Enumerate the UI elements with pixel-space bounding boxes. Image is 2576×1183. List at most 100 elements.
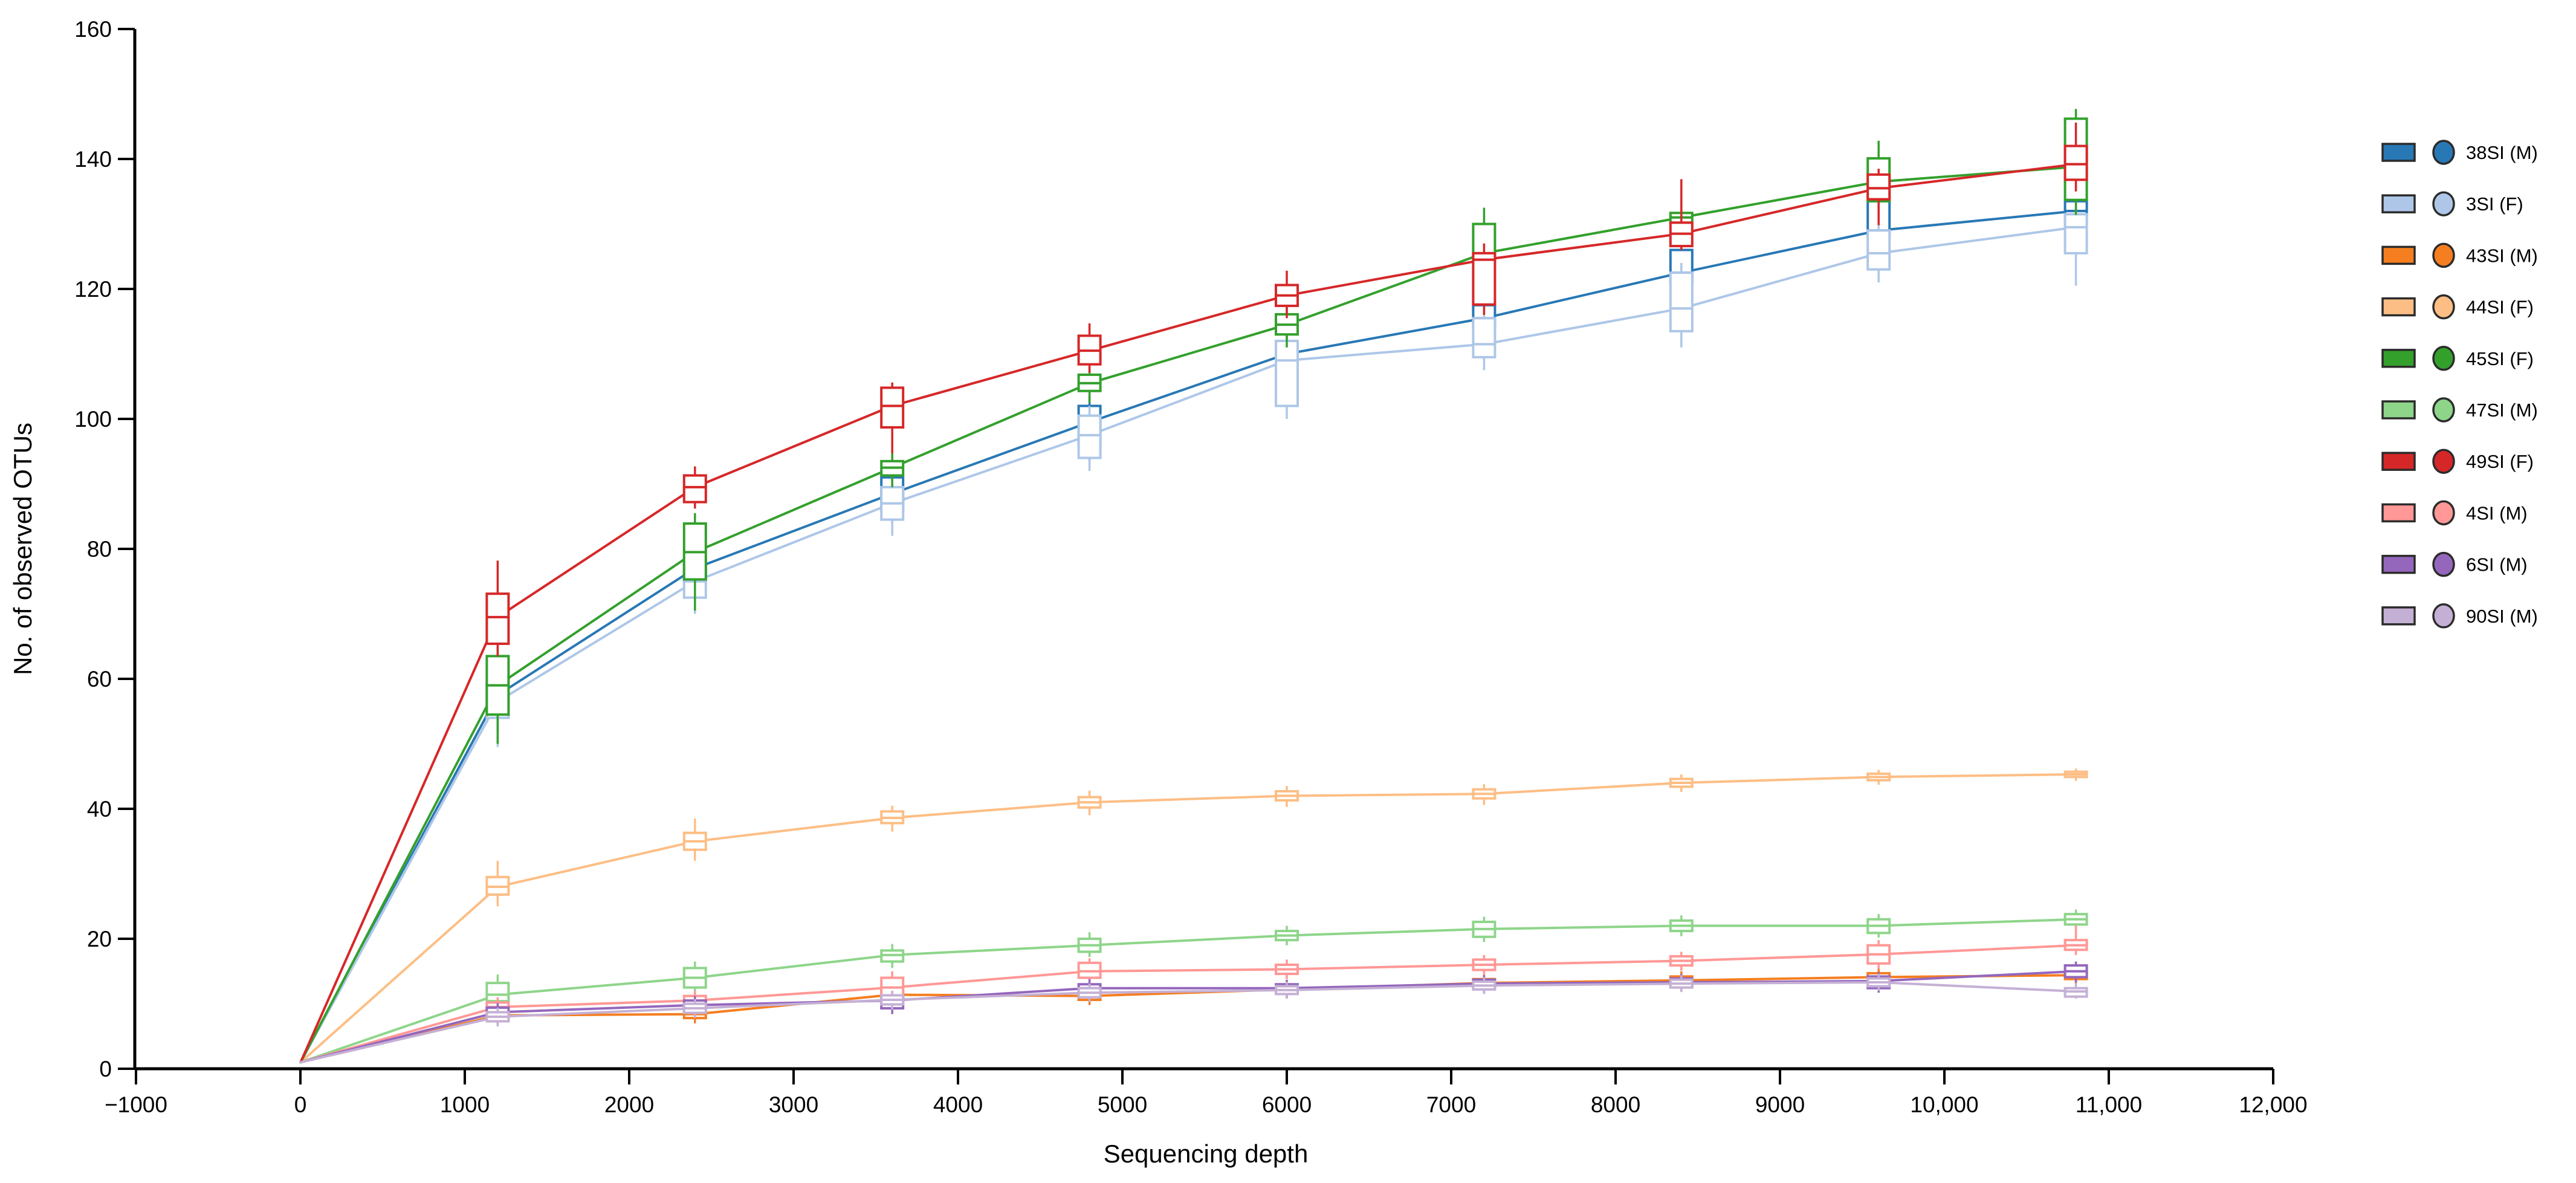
box-49SI-10800 [2063, 144, 2088, 181]
legend-circle-swatch-4SI [2432, 500, 2455, 526]
box-3SI-6000 [1275, 340, 1299, 407]
x-tick-label: −1000 [105, 1092, 167, 1117]
line-43SI [299, 974, 2077, 1064]
y-tick-label: 0 [99, 1057, 112, 1081]
box-49SI-9600 [1866, 173, 1891, 201]
legend-box-swatch-3SI [2381, 194, 2416, 213]
line-47SI [299, 918, 2077, 1064]
box-49SI-2400 [682, 474, 707, 504]
boxplots [485, 109, 2088, 1027]
legend-circle-swatch-6SI [2432, 551, 2455, 577]
x-tick-label: 4000 [933, 1092, 983, 1117]
legend-box-swatch-43SI [2381, 245, 2416, 265]
box-49SI-1200 [485, 592, 510, 645]
plot-area: −1000 0 1000 2000 3000 4000 5000 6000 7000 8000 90… [74, 17, 2538, 1117]
line-49SI [299, 163, 2077, 1064]
legend-item-45SI: 45SI (F) [2381, 346, 2534, 371]
legend-label-47SI: 47SI (M) [2466, 400, 2538, 421]
y-axis-title: No. of observed OTUs [8, 423, 37, 675]
line-3SI [299, 225, 2077, 1064]
box-3SI-9600 [1866, 229, 1891, 271]
y-tick-label: 20 [87, 927, 112, 951]
x-tick-label: 12,000 [2239, 1092, 2307, 1117]
box-3SI-7200 [1472, 317, 1497, 358]
legend-circle-swatch-90SI [2432, 603, 2455, 629]
boxes-3SI [485, 204, 2088, 747]
x-tick-label: 5000 [1098, 1092, 1147, 1117]
legend-box-swatch-38SI [2381, 143, 2416, 162]
y-tick-label: 80 [87, 537, 112, 562]
legend-item-4SI: 4SI (M) [2381, 500, 2528, 526]
y-tick-label: 40 [87, 797, 112, 822]
legend-label-49SI: 49SI (F) [2466, 451, 2534, 472]
legend-box-swatch-45SI [2381, 349, 2416, 368]
legend-label-43SI: 43SI (M) [2466, 245, 2538, 266]
x-axis-title: Sequencing depth [1104, 1139, 1309, 1168]
x-tick-label: 8000 [1591, 1092, 1640, 1117]
legend-item-44SI: 44SI (F) [2381, 294, 2534, 320]
legend-item-38SI: 38SI (M) [2381, 140, 2538, 165]
legend-label-45SI: 45SI (F) [2466, 348, 2534, 369]
x-tick-label: 1000 [440, 1092, 490, 1117]
box-49SI-7200 [1472, 251, 1497, 306]
legend-circle-swatch-49SI [2432, 449, 2455, 474]
boxes-90SI [485, 974, 2088, 1027]
legend-label-6SI: 6SI (M) [2466, 554, 2528, 575]
legend-circle-swatch-47SI [2432, 397, 2455, 423]
boxes-45SI [485, 109, 2088, 744]
box-49SI-3600 [880, 386, 905, 429]
legend-box-swatch-44SI [2381, 297, 2416, 317]
box-3SI-8400 [1669, 271, 1694, 332]
line-6SI [299, 970, 2077, 1064]
x-tick-label: 3000 [769, 1092, 818, 1117]
boxes-47SI [485, 909, 2088, 1007]
boxes-49SI [485, 122, 2088, 656]
x-tick-label: 10,000 [1910, 1092, 1978, 1117]
x-tick-label: 0 [294, 1092, 307, 1117]
y-tick-label: 60 [87, 667, 112, 692]
x-tick-label: 7000 [1426, 1092, 1476, 1117]
line-45SI [299, 165, 2077, 1064]
x-tick-label: 9000 [1755, 1092, 1805, 1117]
legend-circle-swatch-45SI [2432, 346, 2455, 371]
legend-box-swatch-4SI [2381, 503, 2416, 523]
y-tick-label: 120 [74, 277, 112, 302]
legend-box-swatch-47SI [2381, 400, 2416, 420]
legend-item-90SI: 90SI (M) [2381, 603, 2538, 629]
boxes-44SI [485, 768, 2088, 907]
legend-label-38SI: 38SI (M) [2466, 142, 2538, 163]
legend-label-90SI: 90SI (M) [2466, 606, 2538, 627]
legend-label-44SI: 44SI (F) [2466, 297, 2534, 318]
x-tick-label: 11,000 [2076, 1092, 2142, 1117]
legend-circle-swatch-43SI [2432, 242, 2455, 268]
box-3SI-10800 [2063, 213, 2088, 254]
y-tick-label: 160 [74, 17, 112, 42]
legend-label-4SI: 4SI (M) [2466, 502, 2528, 523]
legend: 38SI (M) 3SI (F) 43SI (M) 44SI (F) 45SI (F) 4… [2381, 140, 2538, 629]
series-lines [299, 163, 2077, 1064]
legend-circle-swatch-3SI [2432, 191, 2455, 216]
y-tick-label: 140 [74, 147, 112, 172]
line-4SI [299, 944, 2077, 1064]
legend-circle-swatch-44SI [2432, 294, 2455, 320]
legend-label-3SI: 3SI (F) [2466, 193, 2523, 215]
box-3SI-4800 [1077, 414, 1102, 459]
line-44SI [299, 773, 2077, 1064]
legend-box-swatch-6SI [2381, 554, 2416, 574]
legend-box-swatch-49SI [2381, 452, 2416, 471]
legend-circle-swatch-38SI [2432, 140, 2455, 165]
legend-item-6SI: 6SI (M) [2381, 551, 2528, 577]
axes: −1000 0 1000 2000 3000 4000 5000 6000 7000 8000 90… [74, 17, 2307, 1117]
legend-item-3SI: 3SI (F) [2381, 191, 2523, 216]
x-tick-label: 6000 [1262, 1092, 1312, 1117]
legend-item-43SI: 43SI (M) [2381, 242, 2538, 268]
line-38SI [299, 210, 2077, 1064]
line-90SI [299, 981, 2077, 1064]
y-tick-label: 100 [74, 407, 112, 432]
legend-item-49SI: 49SI (F) [2381, 449, 2534, 474]
legend-item-47SI: 47SI (M) [2381, 397, 2538, 423]
x-tick-label: 2000 [604, 1092, 654, 1117]
legend-box-swatch-90SI [2381, 606, 2416, 626]
